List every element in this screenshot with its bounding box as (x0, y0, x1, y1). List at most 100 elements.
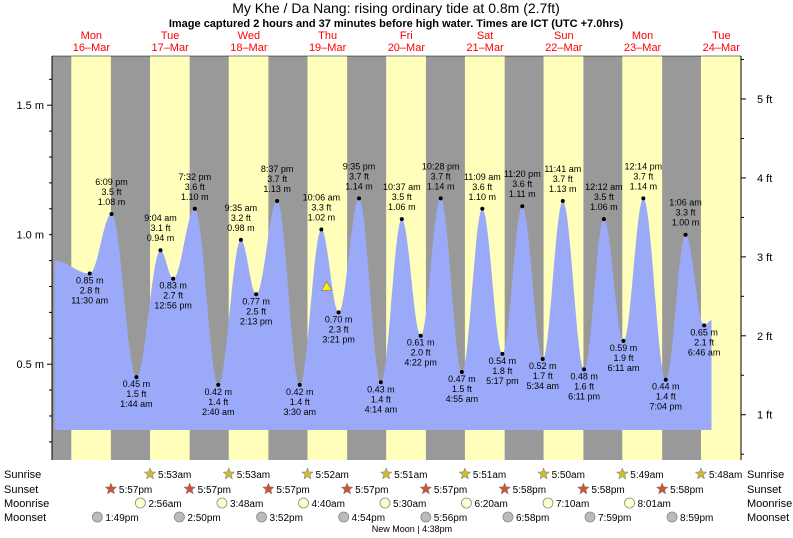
day-name: Tue (712, 30, 731, 42)
high-tide: 10:28 pm3.7 ft1.14 m (422, 161, 459, 201)
tide-label: 3.7 ft (633, 171, 654, 181)
tide-label: 7:32 pm (179, 172, 212, 182)
moonset-time: 3:52pm (270, 513, 303, 524)
ft-tick-label: 2 ft (757, 331, 772, 343)
tide-label: 12:14 pm (625, 161, 663, 171)
tide-label: 0.54 m (489, 356, 517, 366)
ft-tick-label: 4 ft (757, 173, 772, 185)
tide-label: 3.6 ft (512, 179, 533, 189)
low-tide: 0.65 m2.1 ft6:46 am (688, 323, 720, 357)
sunset-icon (183, 482, 196, 495)
tide-point (459, 369, 464, 374)
tide-label: 3.3 ft (676, 208, 697, 218)
day-date: 24–Mar (703, 42, 741, 54)
tide-label: 2:40 am (202, 407, 235, 417)
moonset-time: 2:50pm (187, 513, 220, 524)
tide-label: 4:55 am (446, 394, 479, 404)
tide-point (500, 351, 505, 356)
row-label-left: Sunset (4, 484, 38, 496)
high-tide: 9:04 am3.1 ft0.94 m (144, 213, 177, 253)
tide-label: 1.14 m (345, 181, 373, 191)
tide-point (663, 377, 668, 382)
moonset-icon (584, 511, 596, 523)
day-date: 22–Mar (545, 42, 583, 54)
moonrise-icon (461, 497, 472, 509)
moonset-icon (420, 511, 432, 523)
tide-label: 1.00 m (672, 218, 700, 228)
tide-label: 1.06 m (590, 202, 618, 212)
row-label-right: Sunrise (747, 469, 784, 481)
tide-label: 2.1 ft (694, 337, 715, 347)
moonset-icon (666, 511, 678, 523)
moonrise-time: 4:40am (312, 499, 345, 510)
tide-point (134, 375, 139, 380)
tide-label: 6:11 am (608, 363, 640, 373)
sunset-time: 5:57pm (355, 485, 388, 496)
tide-label: 3.2 ft (231, 213, 252, 223)
moonset-time: 5:56pm (434, 513, 467, 524)
moonset-time: 1:49pm (105, 513, 138, 524)
high-tide: 9:35 am3.2 ft0.98 m (225, 203, 257, 242)
tide-label: 1:06 am (669, 198, 702, 208)
tide-label: 1.4 ft (656, 392, 677, 402)
moonrise-time: 6:20am (474, 499, 507, 510)
sunrise-icon (143, 467, 157, 480)
tide-point (418, 333, 423, 338)
row-label-right: Sunset (747, 484, 781, 496)
tide-label: 9:04 am (144, 213, 177, 223)
moonrise-time: 8:01am (638, 499, 671, 510)
tide-label: 0.65 m (690, 327, 718, 337)
tide-label: 1.6 ft (574, 381, 595, 391)
tide-point (297, 382, 302, 387)
low-tide: 0.70 m2.3 ft3:21 pm (322, 310, 355, 344)
axes: 0.5 m 1.0 m 1.5 m 1 ft 2 ft 3 ft 4 ft 5 ft (16, 55, 772, 460)
moonset-icon (502, 511, 514, 523)
high-tide: 11:41 am3.7 ft1.13 m (544, 164, 581, 204)
tide-point (275, 199, 280, 204)
high-tide: 6:09 pm3.5 ft1.08 m (95, 177, 128, 216)
tide-label: 0.52 m (529, 361, 557, 371)
tide-label: 0.94 m (147, 233, 175, 243)
sunset-time: 5:58pm (591, 485, 624, 496)
sunset-icon (340, 482, 354, 495)
new-moon-label: New Moon | 4:38pm (372, 524, 452, 534)
low-tide: 0.43 m1.4 ft4:14 am (365, 380, 397, 414)
tide-point (560, 199, 565, 204)
day-name: Mon (632, 30, 653, 42)
day-name: Sat (477, 30, 494, 42)
low-tide: 0.42 m1.4 ft3:30 am (283, 382, 316, 417)
moonset-time: 6:58pm (516, 513, 549, 524)
moonset-icon (91, 511, 103, 523)
tide-area (54, 198, 712, 430)
sunrise-icon (301, 467, 314, 480)
tide-label: 1.10 m (181, 192, 209, 202)
sunset-time: 5:58pm (670, 485, 703, 496)
ft-tick-label: 1 ft (757, 410, 772, 422)
day-name: Tue (161, 30, 180, 42)
y-tick-label: 1.0 m (16, 230, 44, 242)
day-name: Wed (238, 30, 260, 42)
tide-label: 1.8 ft (492, 366, 513, 376)
tide-label: 0.83 m (159, 281, 187, 291)
sunrise-icon (458, 467, 472, 480)
moonrise-icon (624, 497, 635, 509)
low-tide: 0.44 m1.4 ft7:04 pm (650, 377, 682, 412)
sunset-icon (577, 482, 590, 495)
tide-label: 0.43 m (367, 384, 395, 394)
tide-point (702, 323, 707, 328)
sunrise-icon (694, 467, 708, 480)
tide-label: 0.44 m (652, 382, 680, 392)
tide-label: 3.7 ft (553, 174, 574, 184)
tide-point (238, 237, 243, 242)
tide-point (192, 206, 197, 211)
day-date: 18–Mar (230, 42, 268, 54)
tide-label: 1.14 m (427, 181, 455, 191)
tide-label: 10:37 am (383, 182, 421, 192)
day-name: Thu (318, 30, 337, 42)
sunrise-time: 5:49am (630, 470, 663, 481)
row-label-left: Moonset (4, 512, 46, 524)
ft-tick-label: 3 ft (757, 252, 772, 264)
tide-point (540, 357, 545, 361)
